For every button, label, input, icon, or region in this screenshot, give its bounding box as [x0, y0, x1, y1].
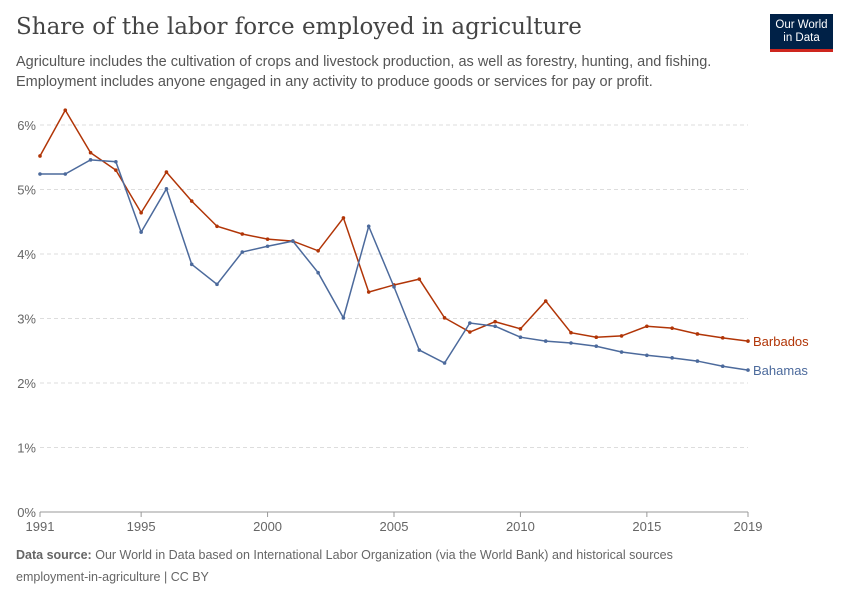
y-tick-label: 5%	[17, 183, 36, 198]
data-point	[569, 341, 573, 345]
data-point	[215, 282, 219, 287]
data-point	[619, 334, 624, 338]
data-point	[341, 316, 346, 320]
data-point	[695, 359, 700, 363]
data-point	[392, 285, 396, 289]
series-line-bahamas	[40, 159, 749, 371]
y-tick-label: 0%	[17, 505, 36, 520]
chart-title: Share of the labor force employed in agr…	[16, 14, 582, 40]
data-point	[164, 187, 169, 191]
data-point	[417, 277, 422, 281]
data-point	[543, 299, 548, 303]
data-point	[240, 232, 245, 236]
data-point	[746, 339, 750, 343]
slug-license: employment-in-agriculture | CC BY	[16, 570, 209, 584]
data-point	[720, 336, 725, 340]
y-tick-label: 1%	[17, 441, 36, 456]
data-point	[518, 335, 523, 340]
data-point	[63, 108, 68, 112]
x-tick-label: 2000	[253, 519, 282, 534]
series-label: Barbados	[753, 334, 809, 349]
data-point	[518, 327, 523, 331]
data-point	[215, 224, 219, 229]
owid-logo[interactable]: Our World in Data	[770, 14, 833, 52]
data-point	[316, 270, 320, 275]
y-tick-label: 2%	[17, 376, 36, 391]
x-tick-label: 1991	[26, 519, 55, 534]
data-point	[594, 344, 599, 349]
data-point	[366, 290, 371, 294]
data-point	[38, 154, 42, 158]
data-point	[493, 319, 497, 324]
data-point	[139, 210, 143, 215]
data-point	[189, 199, 194, 203]
source-label: Data source:	[16, 548, 92, 562]
data-point	[63, 172, 68, 176]
data-source: Data source: Our World in Data based on …	[16, 548, 673, 562]
x-tick-label: 2015	[632, 519, 661, 534]
series-line-barbados	[39, 108, 749, 342]
data-point	[291, 239, 295, 243]
data-point	[645, 324, 649, 329]
data-point	[619, 350, 624, 354]
data-point	[38, 172, 42, 176]
data-point	[88, 150, 93, 155]
data-point	[240, 250, 245, 254]
data-point	[670, 326, 674, 330]
data-point	[468, 330, 472, 334]
y-tick-label: 3%	[17, 312, 36, 327]
data-point	[543, 339, 548, 343]
data-point	[670, 356, 674, 360]
data-point	[417, 348, 422, 352]
y-tick-label: 6%	[17, 118, 36, 133]
source-text: Our World in Data based on International…	[95, 548, 673, 562]
data-point	[493, 324, 497, 329]
data-point	[88, 158, 93, 162]
data-point	[468, 321, 472, 325]
data-point	[594, 335, 599, 340]
data-point	[265, 244, 270, 249]
data-point	[139, 230, 143, 234]
data-point	[746, 368, 750, 372]
data-point	[316, 248, 320, 253]
data-point	[442, 361, 447, 365]
data-point	[720, 364, 725, 369]
data-point	[341, 216, 346, 220]
data-point	[645, 353, 649, 358]
y-tick-label: 4%	[17, 247, 36, 262]
x-tick-label: 2019	[734, 519, 763, 534]
x-tick-label: 2010	[506, 519, 535, 534]
data-point	[114, 168, 118, 172]
data-point	[265, 237, 270, 241]
data-point	[189, 262, 194, 267]
data-point	[164, 170, 169, 174]
data-point	[569, 330, 573, 335]
x-tick-label: 1995	[127, 519, 156, 534]
chart-subtitle: Agriculture includes the cultivation of …	[16, 54, 712, 90]
data-point	[366, 224, 371, 229]
series-label: Bahamas	[753, 363, 808, 378]
data-point	[442, 316, 447, 320]
data-point	[695, 332, 700, 336]
x-tick-label: 2005	[380, 519, 409, 534]
line-chart: 0% 1% 2% 3% 4% 5% 6% 1991 1995 2000 2005 2010 2015 20…	[17, 108, 809, 534]
data-point	[114, 159, 118, 164]
